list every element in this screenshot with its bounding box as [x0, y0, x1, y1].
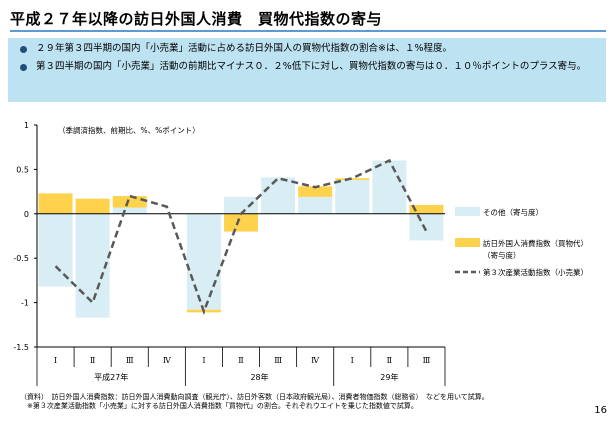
- quarter-label: Ⅳ: [163, 356, 172, 365]
- legend-swatch-inbound: [455, 238, 480, 247]
- footnote-line: （資料） 訪日外国人消費指数：訪日外国人消費動向調査（観光庁）、訪日外客数（日本…: [20, 393, 489, 401]
- year-label: 29年: [380, 372, 398, 382]
- unit-note: （季調済指数、前期比、%、%ポイント）: [58, 125, 200, 135]
- y-tick-label: -1: [21, 299, 29, 308]
- quarter-label: Ⅳ: [311, 356, 320, 365]
- quarter-label: Ⅱ: [90, 356, 95, 365]
- quarter-label: Ⅰ: [54, 356, 57, 365]
- page-number: 16: [594, 405, 607, 416]
- inbound-bar: [409, 204, 444, 214]
- y-tick-label: 0: [24, 210, 29, 219]
- quarter-label: Ⅲ: [274, 356, 282, 365]
- y-tick-label: -0.5: [13, 254, 29, 263]
- quarter-label: Ⅱ: [387, 356, 392, 365]
- source-footnote: （資料） 訪日外国人消費指数：訪日外国人消費動向調査（観光庁）、訪日外客数（日本…: [20, 393, 489, 411]
- summary-box: ２９年第３四半期の国内「小売業」活動に占める訪日外国人の買物代指数の割合※は、１…: [8, 38, 606, 102]
- other-bar: [112, 207, 147, 214]
- legend-swatch-other: [455, 207, 480, 216]
- summary-bullet: ２９年第３四半期の国内「小売業」活動に占める訪日外国人の買物代指数の割合※は、１…: [18, 42, 596, 55]
- other-bar: [224, 196, 258, 214]
- footnote-line: ※第３次産業活動指数「小売業」に対する訪日外国人消費指数「買物代」の割合。それぞ…: [20, 402, 418, 410]
- inbound-bar: [75, 198, 110, 214]
- other-bar: [38, 213, 73, 287]
- other-bar: [409, 213, 444, 241]
- inbound-bar: [112, 196, 147, 208]
- other-bar: [372, 160, 407, 214]
- year-label: 平成27年: [94, 372, 128, 382]
- quarter-label: Ⅱ: [238, 356, 243, 365]
- y-tick-label: 1: [24, 121, 29, 130]
- y-tick-label: 0.5: [16, 165, 29, 174]
- other-bar: [298, 196, 333, 214]
- legend-label-inbound-2: （寄与度）: [483, 250, 521, 260]
- inbound-bar: [38, 193, 73, 214]
- other-bar: [186, 213, 221, 310]
- inbound-bar: [298, 186, 333, 197]
- other-bar: [335, 180, 370, 214]
- year-label: 28年: [250, 372, 268, 382]
- inbound-bar: [224, 213, 258, 232]
- other-bar: [75, 213, 110, 318]
- quarter-label: Ⅰ: [351, 356, 354, 365]
- quarter-label: Ⅰ: [202, 356, 205, 365]
- y-tick-label: -1.5: [13, 343, 29, 352]
- legend-label-other: その他（寄与度）: [483, 207, 543, 217]
- legend-label-inbound: 訪日外国人消費指数（買物代）: [483, 238, 588, 248]
- quarter-label: Ⅲ: [126, 356, 134, 365]
- page-title: 平成２７年以降の訪日外国人消費 買物代指数の寄与: [10, 10, 383, 28]
- retail-index-line: [54, 158, 428, 316]
- title-rule: [10, 30, 606, 32]
- quarter-label: Ⅲ: [423, 356, 431, 365]
- other-bar: [261, 177, 296, 214]
- summary-bullet: 第３四半期の国内「小売業」活動の前期比マイナス０．２%低下に対し、買物代指数の寄…: [18, 60, 596, 73]
- legend-label-retail: 第３次産業活動指数（小売業）: [483, 267, 588, 277]
- inbound-bar: [335, 178, 370, 181]
